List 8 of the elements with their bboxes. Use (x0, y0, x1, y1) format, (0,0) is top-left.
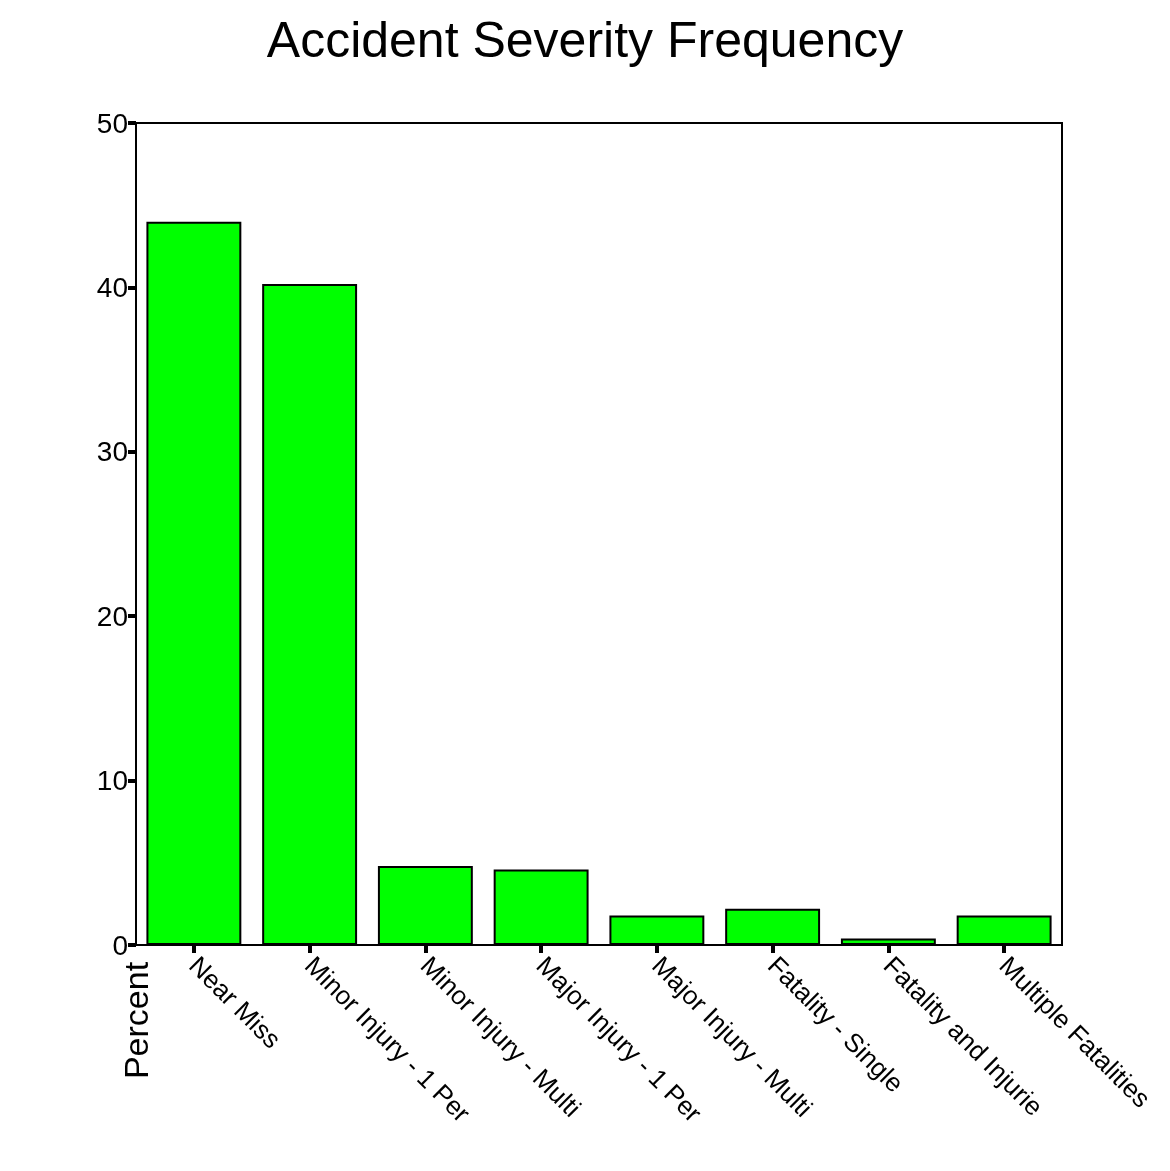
y-tick-label: 10 (96, 765, 128, 797)
y-axis-title: Percent (117, 961, 155, 1080)
y-tick-label: 50 (96, 107, 128, 139)
y-tick-label: 30 (96, 436, 128, 468)
y-tick-label: 20 (96, 600, 128, 632)
chart-title: Accident Severity Frequency (266, 12, 904, 68)
y-tick-label: 40 (96, 271, 128, 303)
y-tick-label: 0 (112, 929, 128, 961)
